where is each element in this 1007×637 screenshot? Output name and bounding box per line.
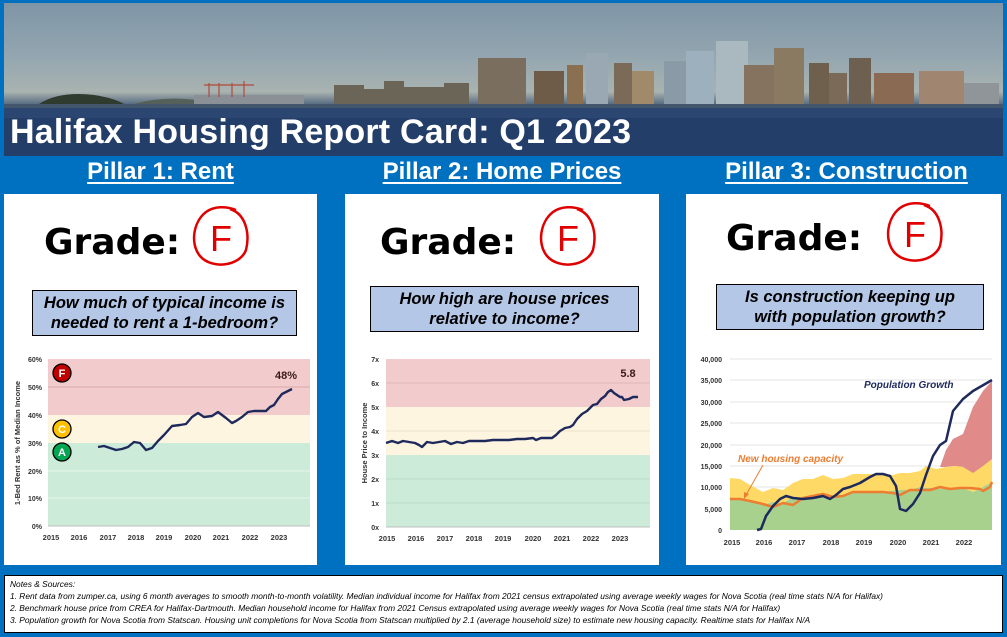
pillar-2-title: Pillar 2: Home Prices — [382, 158, 622, 185]
svg-text:2022: 2022 — [242, 533, 259, 542]
svg-text:2019: 2019 — [856, 538, 873, 547]
new-housing-capacity-label: New housing capacity — [738, 454, 843, 465]
svg-text:2018: 2018 — [823, 538, 840, 547]
svg-text:F: F — [904, 214, 926, 255]
svg-text:C: C — [58, 424, 66, 436]
svg-text:2015: 2015 — [379, 534, 396, 543]
svg-text:F: F — [59, 368, 66, 380]
report-title: Halifax Housing Report Card: Q1 2023 — [10, 113, 632, 151]
note-line: 1. Rent data from zumper.ca, using 6 mon… — [10, 591, 883, 601]
svg-text:50%: 50% — [28, 385, 43, 392]
grade-a-badge-icon: A — [52, 442, 72, 462]
question-box: How much of typical income is needed to … — [32, 290, 297, 336]
svg-text:6x: 6x — [371, 381, 379, 388]
svg-text:0%: 0% — [32, 524, 43, 531]
svg-text:2017: 2017 — [100, 533, 117, 542]
question-line: How high are house prices — [399, 290, 610, 308]
svg-text:F: F — [210, 218, 232, 259]
svg-text:5x: 5x — [371, 405, 379, 412]
svg-text:2018: 2018 — [466, 534, 483, 543]
grade-f-circle-icon: F — [192, 206, 249, 266]
svg-text:2016: 2016 — [71, 533, 88, 542]
svg-text:20,000: 20,000 — [701, 443, 723, 450]
svg-text:4x: 4x — [371, 429, 379, 436]
svg-text:A: A — [58, 447, 66, 459]
svg-text:2022: 2022 — [956, 538, 973, 547]
rent-y-axis-label: 1-Bed Rent as % of Median Income — [13, 381, 22, 505]
svg-text:40,000: 40,000 — [701, 357, 723, 364]
grade-f-circle-icon: F — [539, 206, 596, 266]
svg-text:30%: 30% — [28, 441, 43, 448]
question-box: Is construction keeping up with populati… — [716, 284, 984, 330]
svg-text:60%: 60% — [28, 357, 43, 364]
population-growth-label: Population Growth — [864, 380, 953, 391]
svg-text:10,000: 10,000 — [701, 485, 723, 492]
grade-c-badge-icon: C — [52, 419, 72, 439]
svg-text:5,000: 5,000 — [704, 507, 722, 514]
svg-text:2021: 2021 — [554, 534, 571, 543]
pillar-3-title: Pillar 3: Construction — [725, 158, 968, 185]
svg-text:0x: 0x — [371, 525, 379, 532]
header-banner: Halifax Housing Report Card: Q1 2023 — [4, 3, 1003, 156]
note-line: 2. Benchmark house price from CREA for H… — [10, 603, 781, 613]
question-line: with population growth? — [754, 308, 946, 326]
question-line: How much of typical income is — [43, 294, 286, 312]
svg-text:2015: 2015 — [43, 533, 60, 542]
svg-text:0: 0 — [718, 528, 722, 535]
svg-text:2019: 2019 — [495, 534, 512, 543]
svg-text:2016: 2016 — [756, 538, 773, 547]
home-price-y-axis-label: House Price to Income — [360, 403, 369, 484]
question-line: relative to income? — [429, 310, 580, 328]
question-line: Is construction keeping up — [745, 288, 955, 306]
question-line: needed to rent a 1-bedroom? — [50, 314, 279, 332]
grade-label: Grade: — [726, 218, 863, 259]
svg-text:20%: 20% — [28, 469, 43, 476]
svg-text:1x: 1x — [371, 501, 379, 508]
grade-label: Grade: — [44, 222, 181, 263]
svg-text:2021: 2021 — [213, 533, 230, 542]
svg-text:7x: 7x — [371, 357, 379, 364]
svg-text:2x: 2x — [371, 477, 379, 484]
svg-text:2016: 2016 — [408, 534, 425, 543]
rent-chart: 60% 50% 40% 30% 20% 10% 0% 1-Bed Rent as % of… — [13, 357, 310, 542]
svg-text:2017: 2017 — [437, 534, 454, 543]
pillar-1-panel: Grade: F How much of typical income is n… — [4, 194, 317, 565]
pillar-3-panel: Grade: F Is construction keeping up with… — [686, 194, 1001, 565]
rent-annotation: 48% — [275, 370, 297, 382]
note-line: 3. Population growth for Nova Scotia fro… — [10, 615, 811, 625]
notes-heading: Notes & Sources: — [10, 579, 76, 589]
pillar-1-title: Pillar 1: Rent — [87, 158, 234, 185]
svg-text:2020: 2020 — [185, 533, 202, 542]
svg-text:2017: 2017 — [789, 538, 806, 547]
svg-text:2015: 2015 — [724, 538, 741, 547]
svg-text:15,000: 15,000 — [701, 464, 723, 471]
svg-text:2018: 2018 — [128, 533, 145, 542]
svg-text:35,000: 35,000 — [701, 378, 723, 385]
svg-text:3x: 3x — [371, 453, 379, 460]
svg-text:2022: 2022 — [583, 534, 600, 543]
svg-text:40%: 40% — [28, 413, 43, 420]
svg-text:25,000: 25,000 — [701, 421, 723, 428]
question-box: How high are house prices relative to in… — [370, 286, 639, 332]
svg-text:30,000: 30,000 — [701, 400, 723, 407]
notes-sources: Notes & Sources: 1. Rent data from zumpe… — [4, 575, 1003, 633]
home-price-annotation: 5.8 — [620, 368, 635, 380]
svg-text:2020: 2020 — [525, 534, 542, 543]
grade-label: Grade: — [380, 222, 517, 263]
grade-f-badge-icon: F — [52, 363, 72, 383]
grade-f-circle-icon: F — [886, 202, 943, 262]
svg-text:2019: 2019 — [156, 533, 173, 542]
arrow-icon — [744, 464, 764, 499]
svg-text:10%: 10% — [28, 496, 43, 503]
svg-text:2023: 2023 — [612, 534, 629, 543]
svg-text:F: F — [557, 218, 579, 259]
construction-chart: 40,000 35,000 30,000 25,000 20,000 15,000 10… — [701, 357, 994, 547]
pillar-2-panel: Grade: F How high are house prices relat… — [345, 194, 659, 565]
svg-text:2020: 2020 — [890, 538, 907, 547]
svg-text:2021: 2021 — [923, 538, 940, 547]
halifax-skyline-image — [4, 41, 1003, 156]
svg-text:2023: 2023 — [271, 533, 288, 542]
